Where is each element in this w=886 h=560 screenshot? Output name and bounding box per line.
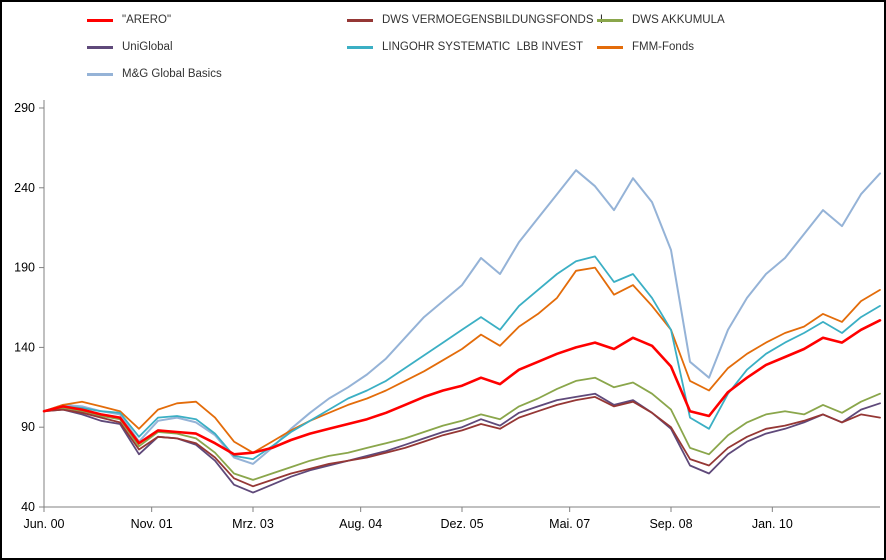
y-tick-label: 90 [21,420,35,434]
x-tick-label: Aug. 04 [339,517,382,531]
x-tick-label: Jun. 00 [23,517,64,531]
legend-item-fmm-fonds: FMM-Fonds [597,41,694,53]
y-tick-label: 190 [14,261,35,275]
legend-item-arero: "ARERO" [87,14,171,26]
legend-marker-uniglobal [87,45,113,49]
legend-label-dws-vermoegensbildungsfonds: DWS VERMOEGENSBILDUNGSFONDS I [382,14,604,26]
series-line-uniglobal [43,392,881,494]
y-axis: 40 90 140 190 240 290 [14,101,44,514]
x-tick-label: Dez. 05 [440,517,483,531]
legend-marker-arero [87,18,113,22]
legend-marker-fmm-fonds [597,45,623,49]
series-lines [42,169,882,494]
legend-label-mg-global-basics: M&G Global Basics [122,68,222,80]
legend-marker-lingohr-systematic [347,45,373,49]
x-tick-label: Mrz. 03 [232,517,274,531]
series-line-fmm-fonds [43,266,881,454]
x-axis: Jun. 00 Nov. 01 Mrz. 03 Aug. 04 Dez. 05 Mai. … [23,507,793,531]
legend-label-lingohr-systematic: LINGOHR SYSTEMATIC LBB INVEST [382,41,584,53]
legend-marker-dws-akkumula [597,18,623,22]
series-line-arero [42,319,882,456]
y-tick-label: 240 [14,181,35,195]
x-tick-label: Nov. 01 [131,517,173,531]
legend-marker-dws-vermoegensbildungsfonds [347,18,373,22]
legend-item-dws-akkumula: DWS AKKUMULA [597,14,725,26]
legend-item-uniglobal: UniGlobal [87,41,173,53]
x-tick-label: Mai. 07 [549,517,590,531]
legend-item-mg-global-basics: M&G Global Basics [87,68,222,80]
series-line-lingohr-systematic-lbb-invest [43,255,881,460]
legend-item-lingohr-systematic: LINGOHR SYSTEMATIC LBB INVEST [347,41,583,53]
legend-item-dws-vermoegensbildungsfonds: DWS VERMOEGENSBILDUNGSFONDS I [347,14,603,26]
legend-label-fmm-fonds: FMM-Fonds [632,41,694,53]
legend-marker-mg-global-basics [87,72,113,76]
legend-label-arero: "ARERO" [122,14,172,26]
legend-label-dws-akkumula: DWS AKKUMULA [632,14,725,26]
series-line-m-g-global-basics [43,169,881,465]
legend-label-uniglobal: UniGlobal [122,41,173,53]
x-tick-label: Jan. 10 [752,517,793,531]
y-tick-label: 290 [14,101,35,115]
y-tick-label: 40 [21,500,35,514]
series-line-dws-vermoegensbildungsfonds-i [43,396,881,488]
x-tick-label: Sep. 08 [649,517,692,531]
y-tick-label: 140 [14,340,35,354]
series-line-dws-akkumula [43,376,881,481]
